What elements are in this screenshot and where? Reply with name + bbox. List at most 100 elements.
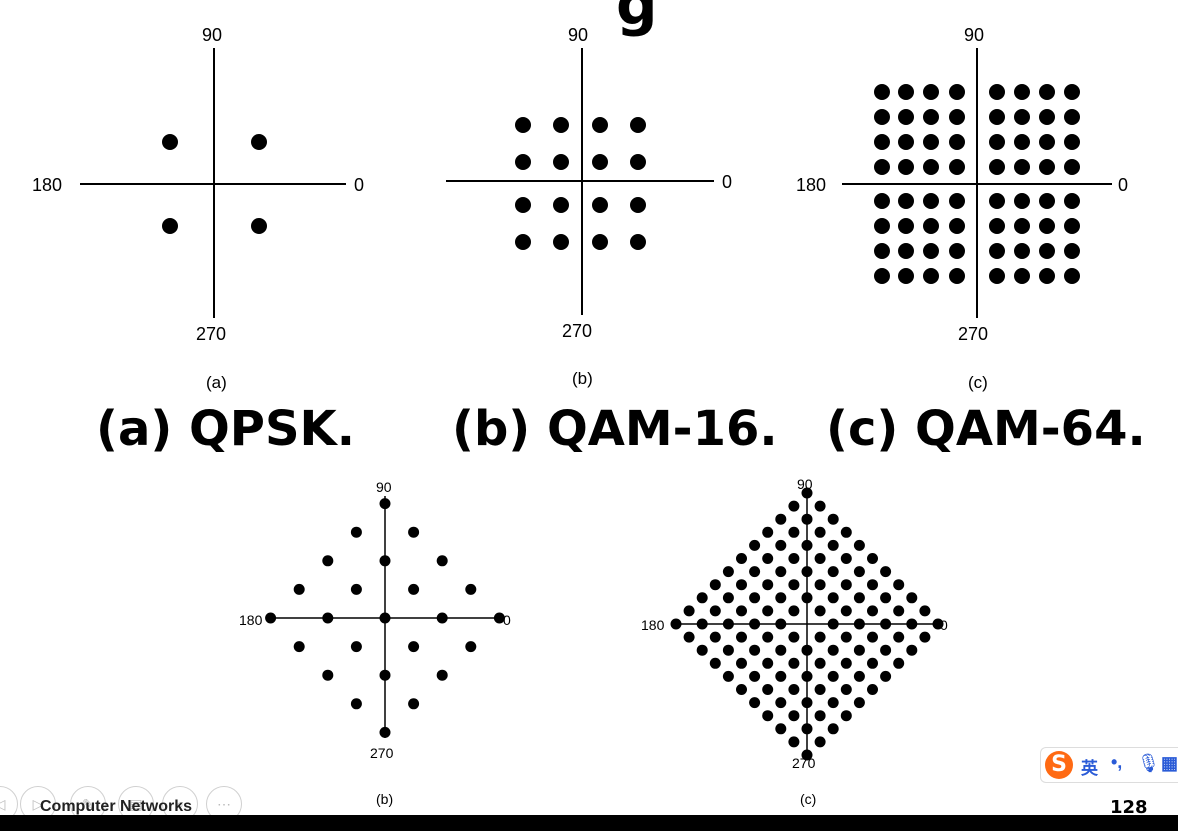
- bottom-c-point: [696, 618, 708, 630]
- diagram-c-label-180: 180: [796, 175, 827, 195]
- bottom-c-point: [788, 684, 800, 695]
- bottom-c-sublabel: (c): [800, 791, 817, 807]
- diagram-b-point: [515, 197, 531, 213]
- bottom-c-point: [801, 670, 813, 682]
- diagram-c-point: [1014, 134, 1030, 150]
- diagram-c-label-0: 0: [1118, 175, 1129, 195]
- diagram-c-point: [874, 243, 890, 259]
- bottom-c-point: [853, 618, 865, 630]
- bottom-c-point: [696, 592, 708, 604]
- caption-qam64: (c) QAM-64.: [826, 401, 1146, 457]
- bottom-b-point: [408, 583, 420, 595]
- bottom-b-point: [350, 641, 362, 653]
- bottom-c-point: [788, 736, 800, 748]
- bottom-c-label-270: 270: [792, 755, 816, 771]
- diagram-c-point: [1014, 193, 1030, 209]
- bottom-b-point: [465, 583, 477, 595]
- bottom-c-point: [775, 566, 787, 578]
- diagram-c-point: [1064, 193, 1080, 209]
- bottom-c-point: [814, 657, 826, 669]
- bottom-b-point: [436, 612, 448, 624]
- bottom-c-point: [775, 513, 787, 525]
- bottom-b-point: [350, 526, 362, 538]
- diagram-b-label-270: 270: [562, 321, 593, 341]
- bottom-c-point: [696, 644, 708, 656]
- bottom-b-label-270: 270: [370, 745, 394, 761]
- bottom-c-point: [906, 644, 918, 656]
- diagram-c-point: [989, 268, 1005, 284]
- bottom-c-point: [736, 579, 747, 591]
- bottom-c-point: [722, 566, 734, 578]
- diagram-c-point: [923, 159, 939, 175]
- bottom-c-point: [840, 657, 852, 669]
- bottom-c-point: [867, 605, 878, 617]
- bottom-c-point: [840, 605, 852, 617]
- diagram-b-sublabel: (b): [572, 369, 593, 388]
- diagram-c-point: [1014, 243, 1030, 259]
- diagram-c-point: [1064, 218, 1080, 234]
- bottom-b-point: [322, 612, 334, 624]
- bottom-c-point: [880, 618, 892, 630]
- bottom-c-point: [814, 710, 826, 722]
- bottom-c-point: [736, 684, 747, 695]
- diagram-a-sublabel: (a): [206, 373, 227, 392]
- diagram-b-point: [592, 117, 608, 133]
- diagram-c-point: [874, 159, 890, 175]
- bottom-c-point: [775, 697, 787, 709]
- diagram-b-point: [630, 154, 646, 170]
- bottom-c-point: [840, 710, 852, 722]
- diagram-b-point: [630, 117, 646, 133]
- bottom-b-point: [293, 583, 305, 595]
- bottom-c-point: [722, 644, 734, 656]
- bottom-b-label-0: 0: [503, 612, 511, 628]
- diagram-c-point: [1014, 218, 1030, 234]
- bottom-c-point: [762, 684, 774, 695]
- bottom-c-point: [827, 539, 839, 551]
- bottom-c-point: [762, 605, 774, 617]
- bottom-c-point: [867, 553, 878, 564]
- bottom-c-point: [749, 539, 761, 551]
- slide-title-fragment: g: [616, 0, 658, 38]
- bottom-c-point: [840, 579, 852, 591]
- ime-language-toggle[interactable]: 英: [1081, 759, 1098, 778]
- bottom-c-point: [814, 605, 826, 617]
- diagram-b-point: [592, 197, 608, 213]
- ime-menu-icon[interactable]: ▦: [1161, 753, 1178, 773]
- ime-punctuation-toggle[interactable]: •,: [1111, 752, 1123, 772]
- bottom-c-point: [827, 697, 839, 709]
- diagram-c-point: [1014, 109, 1030, 125]
- bottom-c-point: [722, 592, 734, 604]
- diagram-b-point: [630, 234, 646, 250]
- diagram-c-point: [1064, 243, 1080, 259]
- bottom-c-point: [736, 553, 747, 564]
- bottom-c-point: [749, 592, 761, 604]
- diagram-c-point: [1039, 109, 1055, 125]
- bottom-c-point: [867, 684, 878, 695]
- bottom-c-point: [801, 487, 813, 499]
- microphone-icon[interactable]: 🎙: [1137, 753, 1160, 773]
- bottom-c-point: [919, 605, 931, 617]
- sogou-logo-icon[interactable]: S: [1045, 751, 1073, 779]
- diagram-c-point: [898, 268, 914, 284]
- diagram-c-point: [1014, 159, 1030, 175]
- diagram-a-label-0: 0: [354, 175, 365, 195]
- bottom-c-point: [775, 592, 787, 604]
- footer-course-title: Computer Networks: [40, 798, 193, 815]
- diagram-c-point: [923, 243, 939, 259]
- bottom-c-point: [880, 592, 892, 604]
- bottom-b-label-180: 180: [239, 612, 263, 628]
- bottom-c-point: [683, 605, 695, 617]
- bottom-c-point: [788, 657, 800, 669]
- diagram-c-point: [874, 109, 890, 125]
- bottom-c-point: [827, 592, 839, 604]
- bottom-c-point: [814, 526, 826, 538]
- bottom-b-point: [322, 555, 334, 567]
- diagram-c-point: [874, 218, 890, 234]
- bottom-c-point: [801, 749, 813, 761]
- bottom-c-point: [801, 566, 813, 578]
- bottom-c-point: [867, 579, 878, 591]
- diagram-b-point: [515, 234, 531, 250]
- diagram-c-point: [923, 109, 939, 125]
- ime-toolbar[interactable]: S 英 •, 🎙 ▦: [1040, 747, 1178, 783]
- diagram-c-point: [989, 84, 1005, 100]
